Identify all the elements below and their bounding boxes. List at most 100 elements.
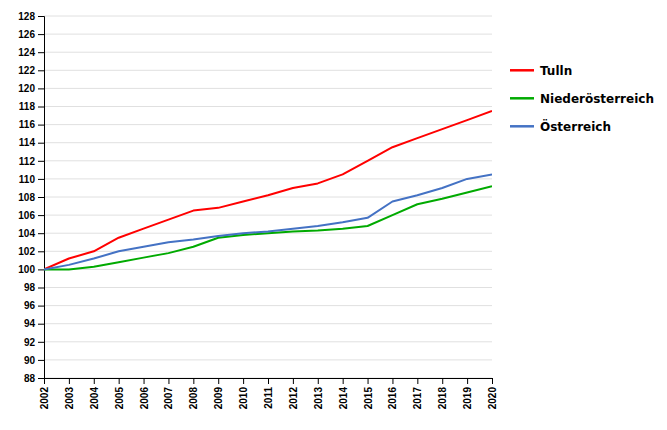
y-tick-mark	[38, 88, 44, 89]
y-tick: 106	[18, 210, 44, 221]
y-tick-mark	[38, 197, 44, 198]
x-tick-label: 2002	[39, 387, 50, 410]
y-tick: 100	[18, 264, 44, 275]
x-tick-mark	[442, 378, 443, 384]
x-tick-label: 2006	[139, 387, 150, 410]
grid-line	[44, 269, 492, 270]
legend-item: Tulln	[510, 64, 572, 78]
x-tick-mark	[467, 378, 468, 384]
x-tick: 2015	[363, 378, 374, 409]
y-tick: 110	[19, 174, 44, 185]
x-tick: 2018	[437, 378, 448, 409]
legend-swatch	[510, 125, 534, 128]
y-tick: 88	[24, 373, 44, 384]
grid-line	[44, 287, 492, 288]
x-tick-label: 2018	[437, 387, 448, 410]
x-tick-mark	[144, 378, 145, 384]
x-tick-mark	[119, 378, 120, 384]
y-tick-label: 120	[18, 83, 35, 94]
y-tick: 112	[19, 156, 44, 167]
legend-item: Österreich	[510, 119, 611, 134]
y-tick-mark	[38, 215, 44, 216]
x-tick-mark	[417, 378, 418, 384]
legend: TullnNiederösterreichÖsterreich	[510, 64, 654, 134]
x-tick-label: 2011	[263, 387, 274, 409]
x-tick-label: 2010	[238, 387, 249, 410]
grid-line	[44, 215, 492, 216]
x-tick-mark	[243, 378, 244, 384]
x-tick-label: 2020	[487, 387, 498, 410]
x-tick-mark	[44, 378, 45, 384]
x-tick-mark	[94, 378, 95, 384]
grid-line	[44, 106, 492, 107]
y-tick-label: 126	[18, 29, 35, 40]
y-tick: 98	[24, 282, 44, 293]
x-tick: 2010	[238, 378, 249, 409]
y-tick-mark	[38, 324, 44, 325]
y-tick-mark	[38, 70, 44, 71]
y-axis: 8890929496981001021041061081101121141161…	[18, 11, 44, 384]
x-tick: 2011	[263, 378, 274, 409]
grid-line	[44, 251, 492, 252]
grid-line	[44, 160, 492, 161]
y-tick: 104	[18, 228, 44, 239]
chart: 8890929496981001021041061081101121141161…	[0, 0, 667, 430]
x-axis: 2002200320042005200620072008200920102011…	[39, 378, 498, 409]
y-tick-mark	[38, 269, 44, 270]
legend-swatch	[510, 97, 534, 100]
y-axis-line	[38, 17, 45, 379]
y-tick: 120	[18, 83, 44, 94]
y-tick: 126	[18, 29, 44, 40]
legend-swatch	[510, 69, 534, 72]
x-tick: 2004	[89, 378, 100, 409]
x-tick-mark	[193, 378, 194, 384]
series-line	[44, 186, 492, 269]
y-tick-label: 108	[18, 192, 35, 203]
x-tick: 2016	[387, 378, 398, 409]
x-tick: 2012	[288, 378, 299, 409]
y-tick-label: 122	[18, 65, 35, 76]
x-tick-label: 2014	[338, 387, 349, 410]
grid-line	[44, 142, 492, 143]
y-tick-mark	[38, 179, 44, 180]
y-tick-mark	[38, 107, 44, 108]
x-tick-mark	[392, 378, 393, 384]
y-tick-mark	[38, 342, 44, 343]
grid-line	[44, 178, 492, 179]
x-tick-label: 2015	[363, 387, 374, 410]
x-tick: 2005	[114, 378, 125, 409]
y-tick-label: 112	[19, 156, 36, 167]
y-tick-label: 102	[18, 246, 35, 257]
grid-line	[44, 88, 492, 89]
x-tick: 2020	[487, 378, 498, 409]
y-tick-mark	[38, 161, 44, 162]
legend-label: Österreich	[540, 119, 611, 134]
grid-line	[44, 34, 492, 35]
grid-line	[44, 52, 492, 53]
x-tick-label: 2016	[387, 387, 398, 410]
y-tick-mark	[38, 306, 44, 307]
y-tick-mark	[38, 16, 44, 17]
x-tick-mark	[343, 378, 344, 384]
y-tick-mark	[38, 34, 44, 35]
y-tick-mark	[38, 360, 44, 361]
x-tick: 2017	[412, 378, 423, 409]
x-tick-label: 2017	[412, 387, 423, 410]
y-tick-label: 104	[18, 228, 35, 239]
x-tick-mark	[492, 378, 493, 384]
y-tick-label: 96	[24, 300, 36, 311]
x-tick: 2013	[313, 378, 324, 409]
y-tick-label: 94	[24, 318, 36, 329]
series-line	[44, 111, 492, 269]
x-tick-label: 2005	[114, 387, 125, 410]
y-tick: 94	[24, 318, 44, 329]
x-tick-label: 2008	[188, 387, 199, 410]
y-tick: 122	[18, 65, 44, 76]
x-tick: 2008	[188, 378, 199, 409]
y-tick-mark	[38, 52, 44, 53]
x-tick-mark	[293, 378, 294, 384]
y-tick: 124	[18, 47, 44, 58]
y-tick-mark	[38, 288, 44, 289]
legend-label: Tulln	[540, 64, 572, 78]
x-tick: 2002	[39, 378, 50, 409]
